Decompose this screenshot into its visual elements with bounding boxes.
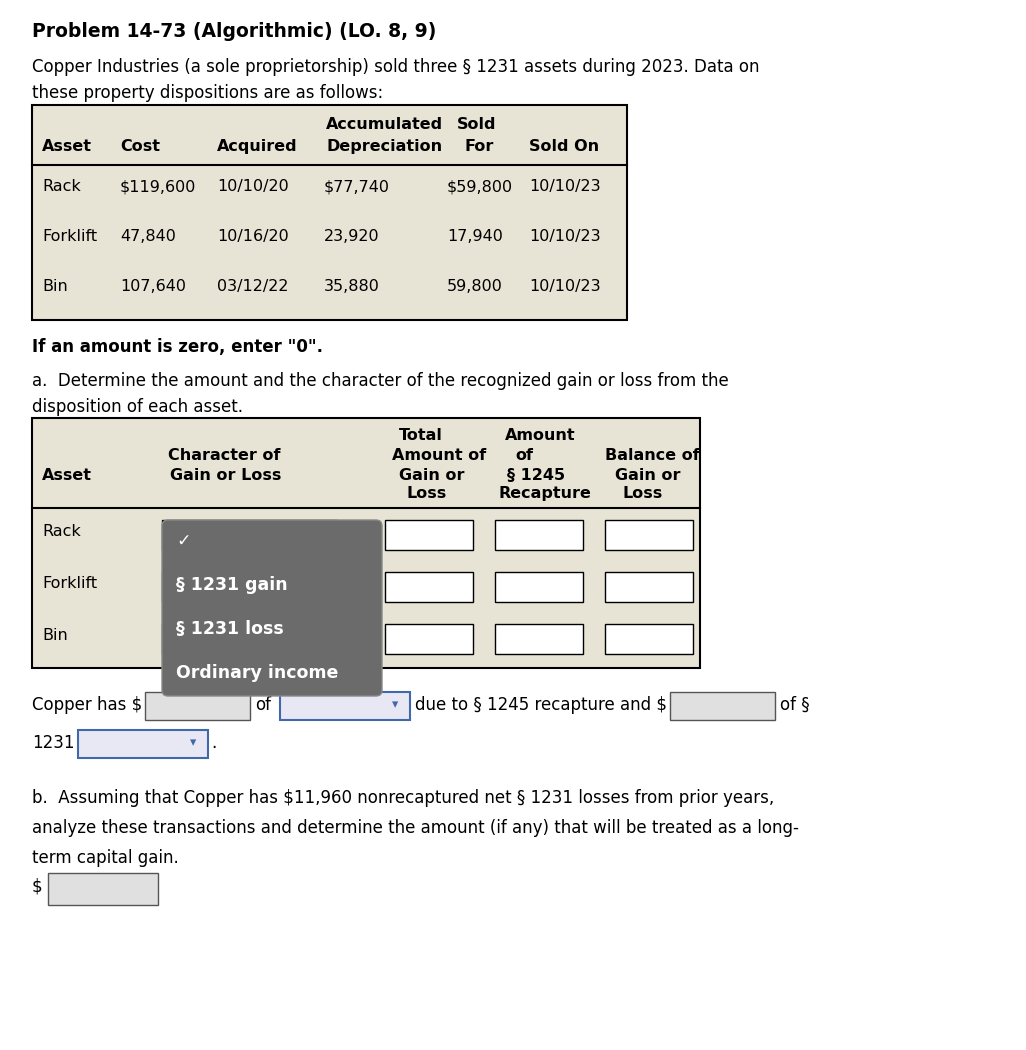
Text: ▾: ▾ <box>392 698 398 711</box>
Bar <box>605 520 693 550</box>
Text: $119,600: $119,600 <box>120 178 196 194</box>
Bar <box>280 692 410 720</box>
Text: ✓: ✓ <box>176 532 191 550</box>
Text: Gain or Loss: Gain or Loss <box>170 468 281 483</box>
Text: ▾: ▾ <box>190 736 196 749</box>
Text: a.  Determine the amount and the character of the recognized gain or loss from t: a. Determine the amount and the characte… <box>32 372 728 390</box>
Text: Loss: Loss <box>622 486 662 501</box>
Text: Bin: Bin <box>42 628 68 643</box>
Text: 10/10/20: 10/10/20 <box>218 178 288 194</box>
Text: Accumulated: Accumulated <box>326 117 443 132</box>
Text: Asset: Asset <box>42 139 92 154</box>
FancyBboxPatch shape <box>162 520 382 696</box>
Text: For: For <box>465 139 495 154</box>
Bar <box>495 624 583 654</box>
Text: § 1231 gain: § 1231 gain <box>176 576 287 594</box>
Text: Character of: Character of <box>168 448 280 463</box>
Text: $77,740: $77,740 <box>324 178 390 194</box>
Text: these property dispositions are as follows:: these property dispositions are as follo… <box>32 84 384 102</box>
Bar <box>48 873 158 905</box>
Text: $59,800: $59,800 <box>447 178 513 194</box>
Text: Copper has $: Copper has $ <box>32 696 143 714</box>
Bar <box>78 730 208 758</box>
Text: 10/10/23: 10/10/23 <box>529 279 600 294</box>
Bar <box>385 520 473 550</box>
Text: term capital gain.: term capital gain. <box>32 849 179 867</box>
Bar <box>385 624 473 654</box>
Text: § 1231 loss: § 1231 loss <box>176 620 284 638</box>
Text: of: of <box>515 448 532 463</box>
Text: Total: Total <box>399 428 443 443</box>
Text: disposition of each asset.: disposition of each asset. <box>32 398 243 416</box>
Text: 10/16/20: 10/16/20 <box>218 229 288 244</box>
Text: due to § 1245 recapture and $: due to § 1245 recapture and $ <box>415 696 667 714</box>
Text: § 1245: § 1245 <box>507 468 565 483</box>
Text: 59,800: 59,800 <box>447 279 503 294</box>
Text: Cost: Cost <box>120 139 160 154</box>
Text: Gain or: Gain or <box>615 468 680 483</box>
Text: analyze these transactions and determine the amount (if any) that will be treate: analyze these transactions and determine… <box>32 819 799 837</box>
Bar <box>162 624 337 654</box>
Text: 10/10/23: 10/10/23 <box>529 229 600 244</box>
Bar <box>162 520 337 550</box>
Text: 23,920: 23,920 <box>324 229 380 244</box>
Bar <box>32 418 700 668</box>
Text: Forklift: Forklift <box>42 229 97 244</box>
Text: Bin: Bin <box>42 279 68 294</box>
Text: Forklift: Forklift <box>42 576 97 591</box>
Text: Asset: Asset <box>42 468 92 483</box>
Text: Amount: Amount <box>505 428 576 443</box>
Bar <box>145 692 250 720</box>
Text: Balance of: Balance of <box>605 448 700 463</box>
Bar <box>162 572 337 602</box>
Text: Sold: Sold <box>457 117 497 132</box>
Text: Acquired: Acquired <box>218 139 298 154</box>
Text: Rack: Rack <box>42 178 81 194</box>
Text: Amount of: Amount of <box>392 448 486 463</box>
Text: 10/10/23: 10/10/23 <box>529 178 600 194</box>
Text: b.  Assuming that Copper has $11,960 nonrecaptured net § 1231 losses from prior : b. Assuming that Copper has $11,960 nonr… <box>32 789 775 807</box>
Bar <box>670 692 775 720</box>
Text: $: $ <box>32 877 43 895</box>
Text: 35,880: 35,880 <box>324 279 380 294</box>
Text: Depreciation: Depreciation <box>326 139 442 154</box>
Text: .: . <box>211 734 216 752</box>
Text: Gain or: Gain or <box>399 468 465 483</box>
Text: Loss: Loss <box>407 486 447 501</box>
Bar <box>495 520 583 550</box>
Bar <box>605 624 693 654</box>
Bar <box>495 572 583 602</box>
Text: If an amount is zero, enter "0".: If an amount is zero, enter "0". <box>32 338 323 356</box>
Text: 17,940: 17,940 <box>447 229 503 244</box>
Text: Problem 14-73 (Algorithmic) (LO. 8, 9): Problem 14-73 (Algorithmic) (LO. 8, 9) <box>32 22 436 41</box>
Bar <box>605 572 693 602</box>
Bar <box>385 572 473 602</box>
Text: of §: of § <box>780 696 810 714</box>
Text: 47,840: 47,840 <box>120 229 175 244</box>
Text: Recapture: Recapture <box>499 486 592 501</box>
Text: 03/12/22: 03/12/22 <box>218 279 288 294</box>
Text: Copper Industries (a sole proprietorship) sold three § 1231 assets during 2023. : Copper Industries (a sole proprietorship… <box>32 58 759 76</box>
Text: Rack: Rack <box>42 524 81 539</box>
Text: 1231: 1231 <box>32 734 75 752</box>
Bar <box>32 105 627 320</box>
Text: of: of <box>255 696 271 714</box>
Text: Sold On: Sold On <box>529 139 599 154</box>
Text: 107,640: 107,640 <box>120 279 186 294</box>
Text: Ordinary income: Ordinary income <box>176 664 339 682</box>
